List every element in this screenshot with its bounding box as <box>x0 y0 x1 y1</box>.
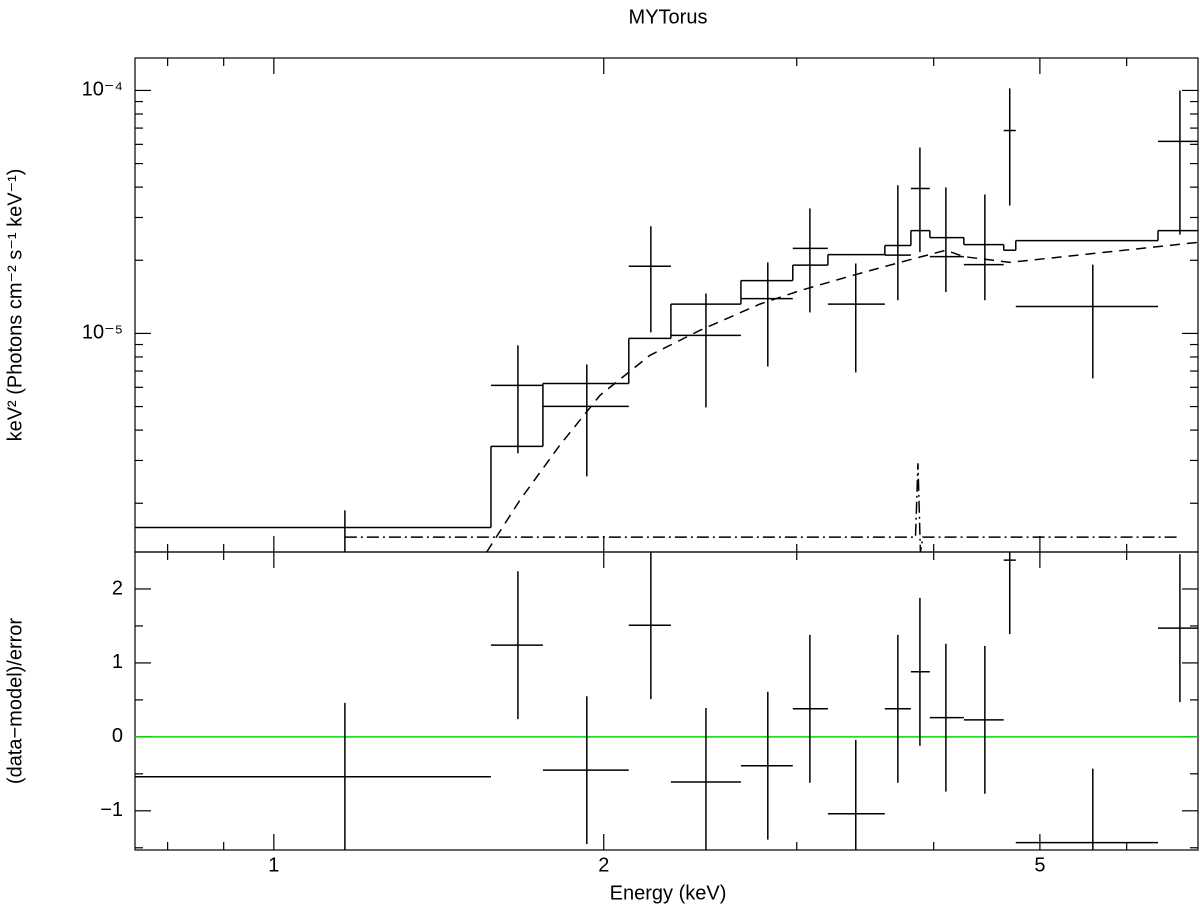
chart-title: MYTorus <box>629 6 708 28</box>
x-tick-label: 2 <box>598 854 609 876</box>
panel-frame <box>134 551 1199 851</box>
x-axis-label: Energy (keV) <box>610 882 727 904</box>
model-component <box>344 463 1180 552</box>
y-tick-label: 1 <box>112 651 123 673</box>
model-component <box>486 241 1198 552</box>
y-axis-label: keV² (Photons cm⁻² s⁻¹ keV⁻¹) <box>4 169 26 442</box>
y-tick-label: 0 <box>112 725 123 747</box>
y-tick-label: 10⁻⁴ <box>82 79 123 101</box>
x-tick-label: 5 <box>1034 854 1045 876</box>
panel-frame <box>134 57 1199 553</box>
x-tick-label: 1 <box>268 854 279 876</box>
y-axis-label: (data−model)/error <box>4 618 26 785</box>
y-tick-label: 2 <box>112 577 123 599</box>
y-tick-label: −1 <box>100 799 123 821</box>
y-tick-label: 10⁻⁵ <box>82 322 123 344</box>
